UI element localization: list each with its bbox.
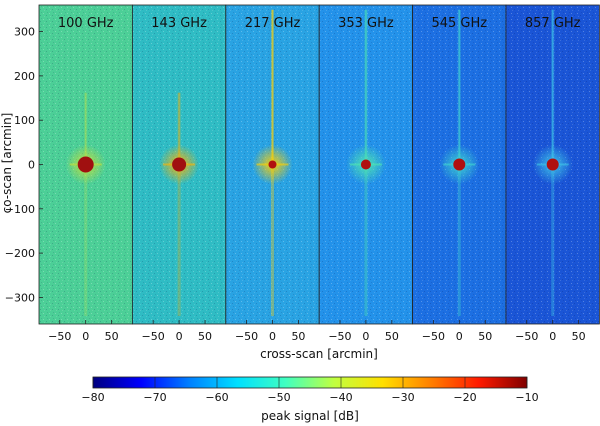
panel-label: 143 GHz: [151, 16, 207, 31]
x-tick-label: 0: [549, 330, 556, 343]
x-tick-label: 50: [385, 330, 399, 343]
beam-core: [172, 157, 187, 172]
colorbar-gradient: [92, 376, 528, 389]
scan-streak: [177, 92, 181, 316]
x-tick-label: −50: [422, 330, 445, 343]
y-axis-label: co-scan [arcmin]: [0, 113, 14, 214]
colorbar-tick-label: −20: [453, 391, 476, 404]
x-tick-label: 0: [362, 330, 369, 343]
panel-143-ghz: 143 GHz: [131, 4, 227, 325]
x-tick-label: 50: [291, 330, 305, 343]
panel-100-ghz: 100 GHz: [38, 4, 133, 325]
panel-label: 353 GHz: [338, 16, 394, 31]
beam-core: [453, 158, 466, 171]
x-tick-label: −50: [48, 330, 71, 343]
y-tick-label: −100: [5, 203, 35, 216]
x-tick-label: 50: [478, 330, 492, 343]
panel-label: 217 GHz: [245, 16, 301, 31]
upper-streak: [552, 9, 554, 165]
upper-streak: [178, 92, 180, 165]
x-tick-label: −50: [515, 330, 538, 343]
panel-group: 100 GHz 143 GHz 217 GHz 353 GHz 545 GHz 857 G…: [38, 4, 600, 325]
x-tick-label: −50: [235, 330, 258, 343]
panel-label: 100 GHz: [58, 16, 114, 31]
panel-label: 857 GHz: [525, 16, 581, 31]
upper-streak: [271, 9, 274, 165]
y-tick-label: −300: [5, 291, 35, 304]
colorbar-tick-label: −10: [515, 391, 538, 404]
x-tick-label: −50: [328, 330, 351, 343]
panel-353-ghz: 353 GHz: [318, 4, 414, 325]
x-tick-label: −50: [142, 330, 165, 343]
colorbar-tick-label: −30: [391, 391, 414, 404]
colorbar-label: peak signal [dB]: [261, 409, 359, 423]
x-tick-label: 50: [572, 330, 586, 343]
x-tick-label: 50: [198, 330, 212, 343]
x-tick-label: 0: [269, 330, 276, 343]
beam-core: [77, 156, 94, 173]
y-tick-label: 0: [28, 159, 35, 172]
upper-streak: [365, 9, 367, 165]
colorbar-tick-label: −50: [267, 391, 290, 404]
upper-streak: [85, 92, 87, 165]
colorbar-tick-label: −70: [143, 391, 166, 404]
y-tick-label: 100: [14, 114, 35, 127]
upper-streak: [458, 9, 460, 165]
x-axes: −50 0 50 −50 0 50 −50 0 50 −50 0 50 −50 0 50 −50 0 50: [48, 320, 586, 343]
colorbar-tick-label: −80: [81, 391, 104, 404]
colorbar: −80 −70 −60 −50 −40 −30 −20 −10: [81, 376, 539, 404]
x-tick-label: 0: [82, 330, 89, 343]
colorbar-tick-label: −60: [205, 391, 228, 404]
beam-core: [360, 159, 371, 170]
y-tick-label: 300: [14, 26, 35, 39]
colorbar-tick-label: −40: [329, 391, 352, 404]
panel-217-ghz: 217 GHz: [225, 4, 320, 325]
x-tick-label: 50: [105, 330, 119, 343]
scan-streak: [84, 92, 88, 316]
x-axis-label: cross-scan [arcmin]: [260, 347, 378, 361]
y-tick-label: −200: [5, 247, 35, 260]
panel-label: 545 GHz: [431, 16, 487, 31]
beam-core: [268, 160, 277, 169]
panel-545-ghz: 545 GHz: [412, 4, 507, 325]
beam-core: [546, 158, 559, 171]
y-tick-label: 200: [14, 70, 35, 83]
panel-857-ghz: 857 GHz: [505, 4, 600, 325]
x-tick-label: 0: [456, 330, 463, 343]
y-axis: 300 200 100 0 −100 −200 −300: [5, 26, 43, 304]
x-tick-label: 0: [176, 330, 183, 343]
